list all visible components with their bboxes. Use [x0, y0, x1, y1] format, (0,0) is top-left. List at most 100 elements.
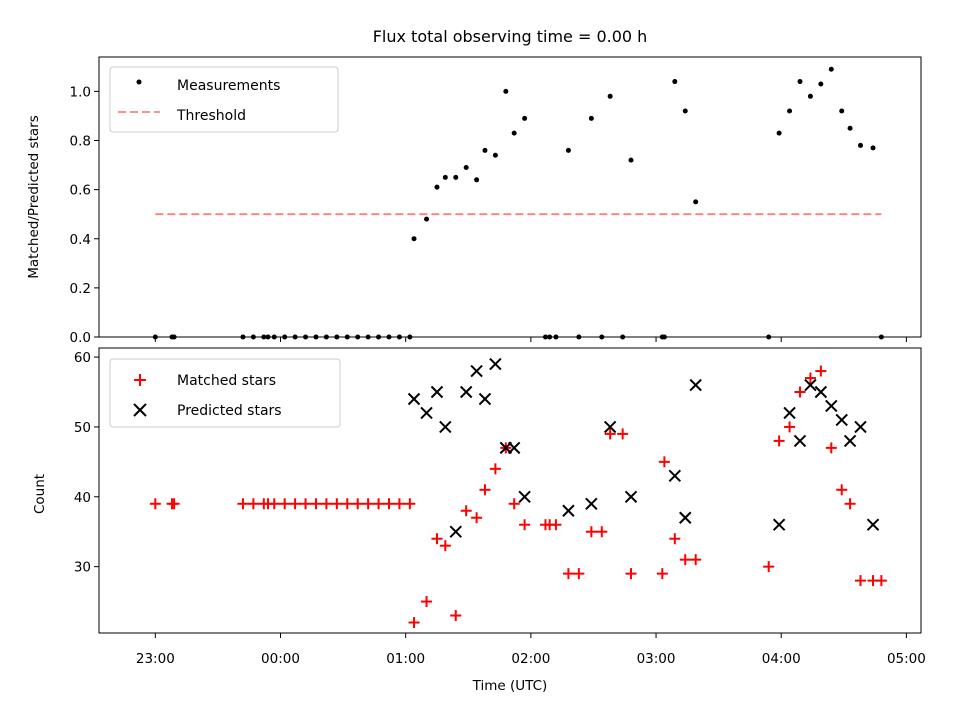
measurement-point [870, 145, 876, 151]
predicted-marker-b [459, 385, 473, 399]
predicted-star-point [585, 497, 598, 510]
matched-star-point [431, 533, 443, 545]
bottom-y-tick-label: 40 [74, 490, 91, 506]
x-axis-label: Time (UTC) [472, 678, 548, 694]
bottom-y-tick-label: 30 [74, 560, 91, 576]
predicted-star-point [430, 385, 444, 399]
matched-star-point [562, 568, 574, 580]
bottom-x-ticks: 23:00 00:00 01:00 02:00 03:00 04:00 05:00 [136, 633, 926, 667]
measurement-point [682, 108, 688, 114]
matched-star-point [279, 498, 291, 510]
predicted-star-point [668, 469, 682, 483]
measurement-point [292, 334, 298, 340]
predicted-star-point [439, 420, 452, 434]
predicted-marker-b [689, 378, 702, 392]
matched-star-point [383, 498, 395, 510]
bottom-y-ticks: 30 40 50 60 [74, 350, 99, 576]
predicted-marker-b [843, 434, 857, 448]
bottom-x-tick-label: 05:00 [887, 651, 926, 667]
matched-star-point [784, 421, 796, 433]
matched-star-point [149, 498, 161, 510]
bottom-x-tick-label: 01:00 [386, 651, 425, 667]
top-y-tick-label: 0.6 [70, 183, 91, 199]
measurement-point [599, 334, 605, 340]
predicted-marker-b [420, 406, 433, 420]
top-y-tick-label: 0.0 [70, 330, 91, 346]
top-legend: Measurements Threshold [109, 66, 339, 133]
matched-star-point [519, 519, 531, 531]
matched-star-point [656, 568, 668, 580]
predicted-marker-b [772, 518, 786, 531]
predicted-marker-b [835, 413, 848, 427]
predicted-marker-b [624, 490, 638, 503]
predicted-star-point [854, 420, 867, 434]
bottom-legend-box [109, 358, 341, 428]
matched-star-point [804, 372, 816, 384]
predicted-star-point [624, 490, 638, 503]
matched-star-point [573, 568, 585, 580]
measurement-point [672, 79, 678, 85]
predicted-marker-b [507, 441, 521, 455]
measurement-point [250, 334, 256, 340]
measurement-point [396, 334, 402, 340]
matched-star-point [489, 463, 501, 475]
matched-star-point [604, 428, 616, 440]
bottom-x-tick-label: 23:00 [136, 651, 175, 667]
measurement-point [282, 334, 288, 340]
matched-star-point [763, 561, 775, 573]
matched-star-point [247, 498, 259, 510]
top-y-tick-label: 0.4 [70, 232, 91, 248]
predicted-star-point [679, 511, 692, 524]
measurement-point [503, 88, 509, 94]
measurement-point [776, 130, 782, 136]
predicted-marker-b [854, 420, 867, 434]
predicted-marker-b [430, 385, 444, 399]
predicted-marker-b [407, 392, 421, 406]
matched-star-point [362, 498, 374, 510]
predicted-star-point [843, 434, 857, 448]
matched-star-point [439, 540, 451, 552]
matched-star-point [237, 498, 249, 510]
measurement-point [442, 174, 448, 180]
matched-star-point [815, 365, 827, 377]
predicted-star-point [562, 504, 575, 517]
predicted-marker-b [825, 399, 838, 413]
predicted-star-point [689, 378, 702, 392]
measurement-point [271, 334, 277, 340]
matched-star-point [794, 386, 806, 398]
predicted-marker-b [866, 518, 880, 531]
predicted-star-point [470, 364, 483, 378]
predicted-marker-b [470, 364, 483, 378]
predicted-star-point [518, 490, 531, 503]
measurement-point [628, 157, 634, 163]
measurement-point [807, 93, 813, 99]
measurement-point [376, 334, 382, 340]
predicted-star-point [814, 385, 828, 399]
matched-star-point [320, 498, 332, 510]
measurement-point [463, 165, 469, 171]
measurement-point [303, 334, 309, 340]
measurement-point [386, 334, 392, 340]
predicted-star-point [507, 441, 521, 455]
measurement-point [344, 334, 350, 340]
bottom-x-tick-label: 04:00 [762, 651, 801, 667]
legend-label-matched: Matched stars [177, 373, 276, 389]
matched-star-point [596, 526, 608, 538]
predicted-star-point [449, 525, 462, 538]
predicted-marker-b [585, 497, 598, 510]
matched-star-point [585, 526, 597, 538]
measurement-point [787, 108, 793, 114]
measurement-point [365, 334, 371, 340]
matched-star-point [471, 512, 483, 524]
predicted-star-point [825, 399, 838, 413]
measurement-point [620, 334, 626, 340]
predicted-marker-b [679, 511, 692, 524]
matched-star-point [690, 554, 702, 566]
bottom-x-tick-label: 02:00 [511, 651, 550, 667]
matched-star-point [679, 554, 691, 566]
top-y-ticks: 0.0 0.2 0.4 0.6 0.8 1.0 [70, 84, 99, 346]
measurement-point [411, 236, 417, 242]
matched-star-point [331, 498, 343, 510]
measurement-point [878, 334, 884, 340]
